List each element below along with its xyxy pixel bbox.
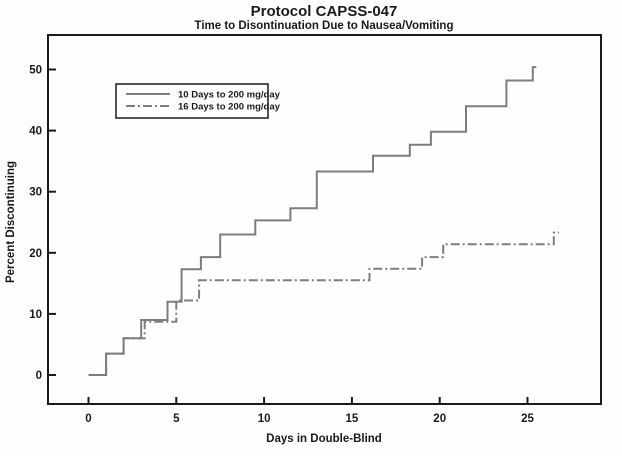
series-line-10-days bbox=[88, 66, 537, 376]
axis-ticks bbox=[49, 68, 529, 403]
y-tick-label: 50 bbox=[29, 65, 42, 77]
y-tick-label: 20 bbox=[29, 248, 42, 260]
y-tick-label: 0 bbox=[36, 370, 42, 382]
x-tick-label: 20 bbox=[433, 413, 446, 425]
x-tick-label: 10 bbox=[258, 413, 271, 425]
x-axis-label: Days in Double-Blind bbox=[266, 433, 382, 445]
x-tick-label: 5 bbox=[173, 413, 180, 425]
legend-entry-10-days: 10 Days to 200 mg/day bbox=[178, 90, 281, 101]
y-axis-label: Percent Discontinuing bbox=[5, 161, 17, 283]
x-tick-label: 25 bbox=[521, 413, 534, 425]
y-tick-label: 30 bbox=[29, 187, 42, 199]
series-curves bbox=[88, 66, 560, 376]
x-tick-label: 15 bbox=[346, 413, 359, 425]
x-tick-label: 0 bbox=[85, 413, 91, 425]
axis-tick-labels: 0 5 10 15 20 25 0 10 20 30 40 50 bbox=[29, 65, 534, 426]
y-tick-label: 40 bbox=[29, 126, 42, 138]
plot-border bbox=[47, 34, 602, 405]
chart-title: Protocol CAPSS-047 bbox=[251, 3, 398, 20]
legend-box bbox=[115, 83, 269, 119]
legend: 10 Days to 200 mg/day 16 Days to 200 mg/… bbox=[115, 83, 281, 119]
y-tick-label: 10 bbox=[29, 309, 42, 321]
legend-entry-16-days: 16 Days to 200 mg/day bbox=[178, 102, 281, 113]
chart-subtitle: Time to Disontinuation Due to Nausea/Vom… bbox=[195, 20, 454, 32]
series-line-16-days bbox=[88, 231, 560, 376]
